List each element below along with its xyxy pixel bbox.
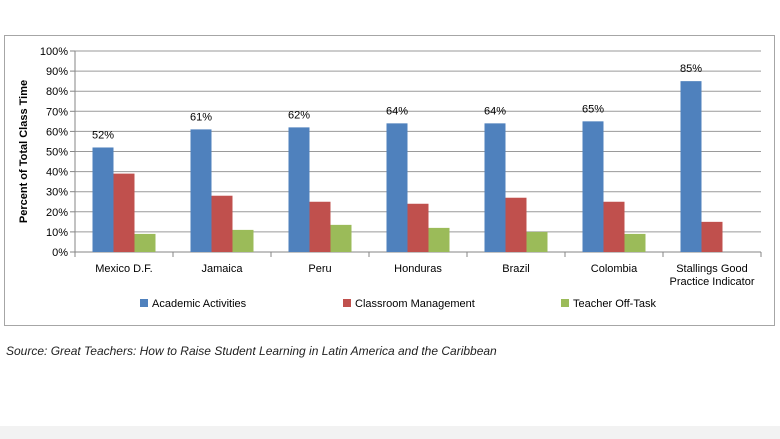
bar — [134, 233, 156, 252]
x-tick-label: Practice Indicator — [670, 276, 755, 288]
bar — [701, 221, 723, 252]
bar — [484, 123, 506, 252]
bar — [624, 233, 646, 252]
data-label: 85% — [680, 63, 702, 75]
bar — [309, 201, 331, 252]
bar — [92, 147, 114, 252]
legend-swatch — [140, 299, 148, 307]
bottom-band — [0, 426, 780, 439]
bar — [407, 203, 429, 252]
chart-area: 0% 10% 20% 30% 40% 50% 60% 70% 80% 90% 100% Percent… — [4, 35, 775, 326]
bar — [582, 121, 604, 252]
legend-swatch — [561, 299, 569, 307]
legend-label: Academic Activities — [152, 298, 247, 310]
x-tick-label: Honduras — [394, 263, 442, 275]
x-tick-label: Jamaica — [202, 263, 244, 275]
y-tick-label: 100% — [40, 46, 68, 58]
data-label: 65% — [582, 103, 604, 115]
x-tick-label: Peru — [308, 263, 331, 275]
y-tick-label: 90% — [46, 66, 68, 78]
data-label: 61% — [190, 111, 212, 123]
bar — [190, 129, 212, 252]
data-label: 64% — [484, 105, 506, 117]
bar — [680, 81, 702, 253]
bar — [288, 127, 310, 252]
y-axis-title: Percent of Total Class Time — [18, 80, 30, 223]
bar — [603, 201, 625, 252]
y-tick-label: 20% — [46, 207, 68, 219]
y-tick-label: 50% — [46, 147, 68, 159]
bar — [526, 231, 548, 252]
bar — [386, 123, 408, 252]
source-note: Source: Great Teachers: How to Raise Stu… — [6, 344, 497, 358]
legend-swatch — [343, 299, 351, 307]
legend-label: Classroom Management — [355, 298, 475, 310]
bar — [232, 229, 254, 252]
y-tick-label: 70% — [46, 106, 68, 118]
y-tick-label: 30% — [46, 187, 68, 199]
bar — [505, 197, 527, 252]
data-label: 64% — [386, 105, 408, 117]
y-tick-label: 0% — [52, 247, 68, 259]
y-tick-label: 80% — [46, 86, 68, 98]
y-tick-label: 60% — [46, 126, 68, 138]
bar — [211, 195, 233, 252]
x-tick-label: Brazil — [502, 263, 530, 275]
data-label: 52% — [92, 129, 114, 141]
x-tick-label: Mexico D.F. — [95, 263, 152, 275]
legend-label: Teacher Off-Task — [573, 298, 656, 310]
bar — [428, 227, 450, 252]
bar — [330, 224, 352, 252]
x-tick-label: Colombia — [591, 263, 638, 275]
bar-chart: 0% 10% 20% 30% 40% 50% 60% 70% 80% 90% 100% Percent… — [18, 46, 762, 310]
y-tick-label: 40% — [46, 167, 68, 179]
bar — [113, 173, 135, 252]
x-tick-label: Stallings Good — [676, 263, 748, 275]
data-label: 62% — [288, 109, 310, 121]
y-tick-label: 10% — [46, 227, 68, 239]
